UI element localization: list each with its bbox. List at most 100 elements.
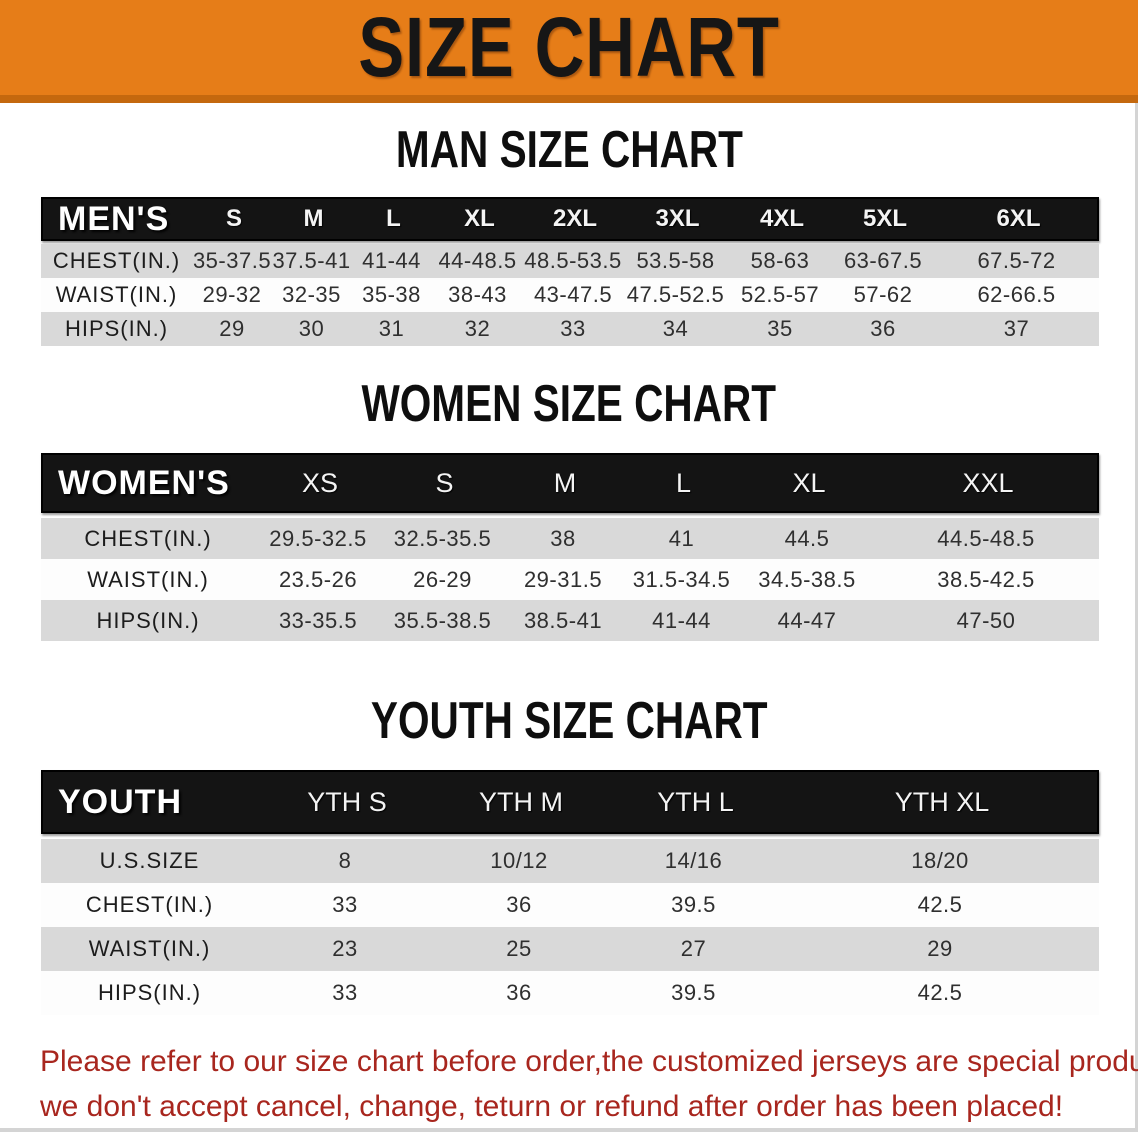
men-size-table: MEN'S S M L XL 2XL 3XL 4XL 5XL 6XL CHEST(IN.) 35-3…: [41, 197, 1099, 346]
row-label: WAIST(IN.): [88, 936, 211, 961]
table-cell: 29.5-32.5: [269, 525, 367, 551]
table-cell: 29-32: [202, 282, 262, 307]
table-cell: 29: [219, 316, 245, 341]
youth-column-header-yth-m: YTH M: [479, 786, 563, 817]
table-cell: 44-47: [777, 607, 837, 633]
table-cell: 52.5-57: [740, 282, 820, 307]
women-column-header-s: S: [435, 467, 454, 498]
youth-table-header-row: YOUTH YTH S YTH M YTH L YTH XL: [41, 770, 1099, 834]
table-cell: 10/12: [490, 848, 548, 873]
table-cell: 38-43: [448, 282, 507, 307]
men-column-header-xl: XL: [464, 205, 495, 232]
men-table-row-waistin: WAIST(IN.) 29-32 32-35 35-38 38-43 43-47.5 47.…: [41, 278, 1099, 312]
table-cell: 39.5: [671, 980, 716, 1005]
women-section-title-text: WOMEN SIZE CHART: [361, 375, 777, 433]
table-cell: 31: [378, 316, 405, 341]
table-cell: 32-35: [282, 282, 341, 307]
men-section-title-text: MAN SIZE CHART: [395, 121, 743, 179]
table-cell: 35: [767, 316, 793, 341]
table-cell: 44-48.5: [438, 248, 517, 273]
women-column-header-xxl: XXL: [962, 467, 1014, 498]
table-cell: 37.5-41: [272, 248, 351, 273]
table-cell: 25: [506, 936, 532, 961]
men-column-header-6xl: 6XL: [996, 205, 1041, 232]
banner-title: SIZE CHART: [358, 0, 780, 94]
table-cell: 41-44: [652, 607, 711, 633]
men-table-header-row: MEN'S S M L XL 2XL 3XL 4XL 5XL 6XL: [41, 197, 1099, 241]
table-cell: 48.5-53.5: [524, 248, 622, 273]
table-cell: 30: [298, 316, 325, 341]
table-cell: 8: [338, 848, 352, 873]
table-cell: 36: [506, 892, 532, 917]
row-label: HIPS(IN.): [97, 980, 202, 1005]
table-cell: 41: [668, 525, 695, 551]
women-table-header-row: WOMEN'S XS S M L XL XXL: [41, 453, 1099, 513]
table-cell: 23: [332, 936, 358, 961]
table-cell: 41-44: [362, 248, 421, 273]
women-table-body: CHEST(IN.) 29.5-32.5 32.5-35.5 38 41 44.5 44.5…: [41, 518, 1099, 641]
table-cell: 33: [332, 980, 358, 1005]
table-cell: 32: [464, 316, 491, 341]
youth-table-body: U.S.SIZE 8 10/12 14/16 18/20 CHEST(IN.) 33 36 39…: [41, 839, 1099, 1015]
table-cell: 29-31.5: [523, 566, 603, 592]
men-table-row-chestin: CHEST(IN.) 35-37.5 37.5-41 41-44 44-48.5 48.5…: [41, 244, 1099, 278]
table-cell: 35-37.5: [192, 248, 272, 273]
youth-table-row-waistin: WAIST(IN.) 23 25 27 29: [41, 927, 1099, 971]
youth-column-header-yth-s: YTH S: [307, 786, 387, 817]
table-cell: 38.5-41: [523, 607, 603, 633]
youth-size-table: YOUTH YTH S YTH M YTH L YTH XL U.S.SIZE 8 10/1…: [41, 770, 1099, 1015]
table-cell: 42.5: [917, 892, 963, 917]
women-table-row-hipsin: HIPS(IN.) 33-35.5 35.5-38.5 38.5-41 41-44 44-…: [41, 600, 1099, 641]
table-cell: 33: [332, 892, 358, 917]
disclaimer: Please refer to our size chart before or…: [40, 1039, 1138, 1129]
men-column-header-4xl: 4XL: [759, 205, 804, 232]
youth-column-header-yth-l: YTH L: [657, 786, 734, 817]
table-cell: 34.5-38.5: [758, 566, 856, 592]
youth-column-header-yth-xl: YTH XL: [894, 786, 990, 817]
table-cell: 47-50: [956, 607, 1016, 633]
table-cell: 31.5-34.5: [632, 566, 731, 592]
women-column-header-m: M: [553, 467, 577, 498]
men-column-header-m: M: [303, 205, 324, 232]
women-column-header-xl: XL: [792, 467, 826, 498]
table-cell: 14/16: [664, 848, 723, 873]
men-header-label: MEN'S: [58, 199, 170, 238]
table-cell: 38: [550, 525, 576, 551]
men-column-header-3xl: 3XL: [655, 205, 700, 232]
table-cell: 43-47.5: [533, 282, 613, 307]
women-section-title: WOMEN SIZE CHART: [0, 375, 1138, 433]
table-cell: 33: [560, 316, 586, 341]
disclaimer-line-2: we don't accept cancel, change, teturn o…: [40, 1090, 1064, 1123]
men-table-row-hipsin: HIPS(IN.) 29 30 31 32 33 34 35 36 37: [41, 312, 1099, 346]
table-cell: 62-66.5: [977, 282, 1056, 307]
table-cell: 35-38: [362, 282, 421, 307]
table-cell: 33-35.5: [278, 607, 358, 633]
row-label: WAIST(IN.): [55, 282, 178, 307]
table-cell: 47.5-52.5: [626, 282, 725, 307]
table-cell: 67.5-72: [977, 248, 1056, 273]
row-label: WAIST(IN.): [87, 566, 209, 592]
table-cell: 44.5: [784, 525, 830, 551]
table-cell: 35.5-38.5: [393, 607, 492, 633]
women-column-header-l: L: [675, 467, 692, 498]
table-cell: 53.5-58: [636, 248, 715, 273]
women-table-row-waistin: WAIST(IN.) 23.5-26 26-29 29-31.5 31.5-34.5 34…: [41, 559, 1099, 600]
women-column-header-xs: XS: [301, 467, 339, 498]
men-column-header-s: S: [225, 205, 242, 232]
youth-section-title-text: YOUTH SIZE CHART: [370, 692, 768, 750]
table-cell: 26-29: [413, 566, 472, 592]
row-label: HIPS(IN.): [96, 607, 200, 633]
disclaimer-line-1: Please refer to our size chart before or…: [40, 1045, 1138, 1078]
row-label: U.S.SIZE: [99, 848, 200, 873]
table-cell: 29: [927, 936, 953, 961]
youth-table-row-ussize: U.S.SIZE 8 10/12 14/16 18/20: [41, 839, 1099, 883]
table-cell: 58-63: [750, 248, 810, 273]
youth-table-row-chestin: CHEST(IN.) 33 36 39.5 42.5: [41, 883, 1099, 927]
men-column-header-5xl: 5XL: [862, 205, 907, 232]
row-label: CHEST(IN.): [52, 248, 181, 273]
men-section-title: MAN SIZE CHART: [0, 121, 1138, 179]
banner: SIZE CHART: [0, 0, 1138, 103]
men-column-header-l: L: [386, 205, 401, 232]
men-column-header-2xl: 2XL: [552, 205, 597, 232]
